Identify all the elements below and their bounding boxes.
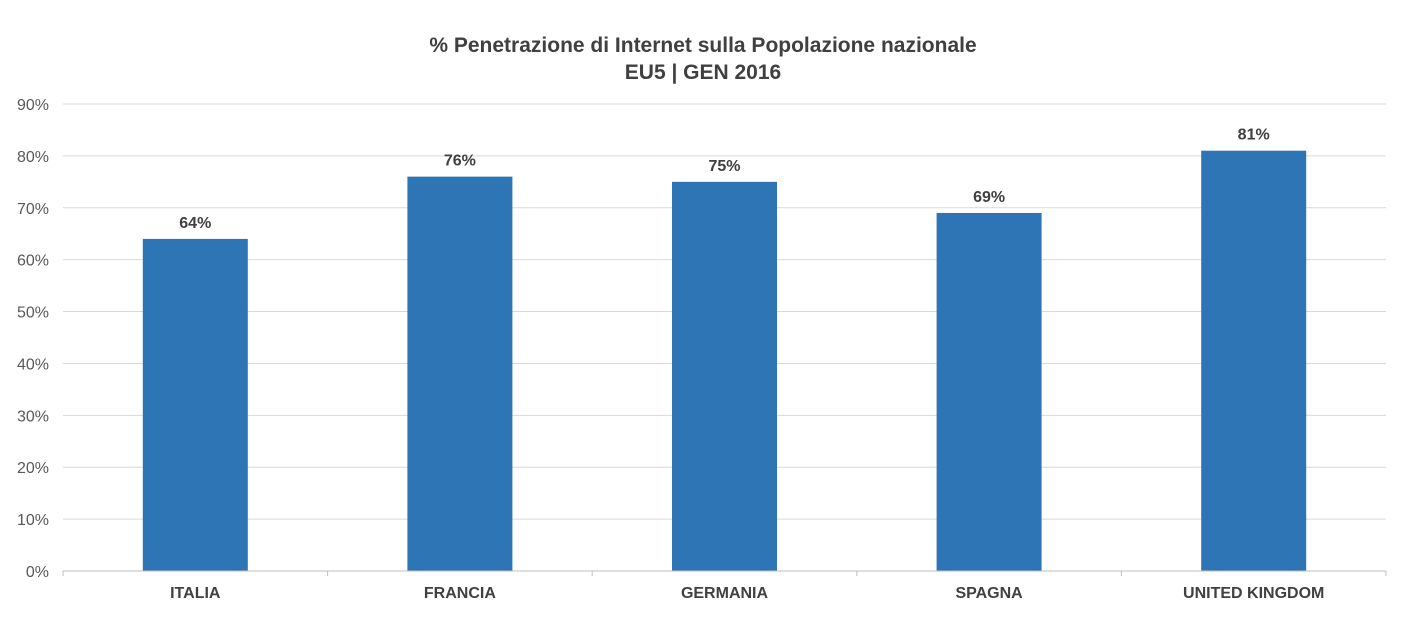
y-tick-label: 20%: [17, 460, 49, 477]
x-tick-label: UNITED KINGDOM: [1183, 585, 1324, 602]
chart-title: % Penetrazione di Internet sulla Popolaz…: [429, 34, 976, 57]
chart-subtitle: EU5 | GEN 2016: [625, 61, 781, 84]
y-tick-label: 10%: [17, 512, 49, 529]
y-tick-label: 70%: [17, 201, 49, 218]
data-labels: 64% 76% 75% 69% 81%: [179, 127, 1269, 232]
category-labels: ITALIA FRANCIA GERMANIA SPAGNA UNITED KINGDO…: [170, 585, 1324, 602]
x-tick-label: GERMANIA: [681, 585, 769, 602]
y-tick-label: 30%: [17, 408, 49, 425]
y-tick-label: 90%: [17, 97, 49, 114]
y-tick-label: 50%: [17, 305, 49, 322]
data-label: 81%: [1238, 127, 1270, 144]
data-label: 75%: [708, 158, 740, 175]
y-tick-label: 40%: [17, 356, 49, 373]
x-tick-label: FRANCIA: [424, 585, 496, 602]
y-tick-label: 0%: [26, 564, 49, 581]
data-label: 69%: [973, 189, 1005, 206]
data-label: 76%: [444, 153, 476, 170]
bars: [142, 150, 1307, 572]
y-axis-ticks: 0% 10% 20% 30% 40% 50% 60% 70% 80% 90%: [17, 97, 49, 581]
x-tick-label: ITALIA: [170, 585, 221, 602]
x-tick-label: SPAGNA: [955, 585, 1023, 602]
y-tick-label: 60%: [17, 253, 49, 270]
x-axis: [62, 570, 1387, 576]
data-label: 64%: [179, 215, 211, 232]
bar: [672, 181, 777, 572]
bar: [142, 238, 248, 571]
bar: [407, 176, 513, 571]
y-tick-label: 80%: [17, 149, 49, 166]
bar: [936, 212, 1042, 571]
bar: [1201, 150, 1307, 571]
